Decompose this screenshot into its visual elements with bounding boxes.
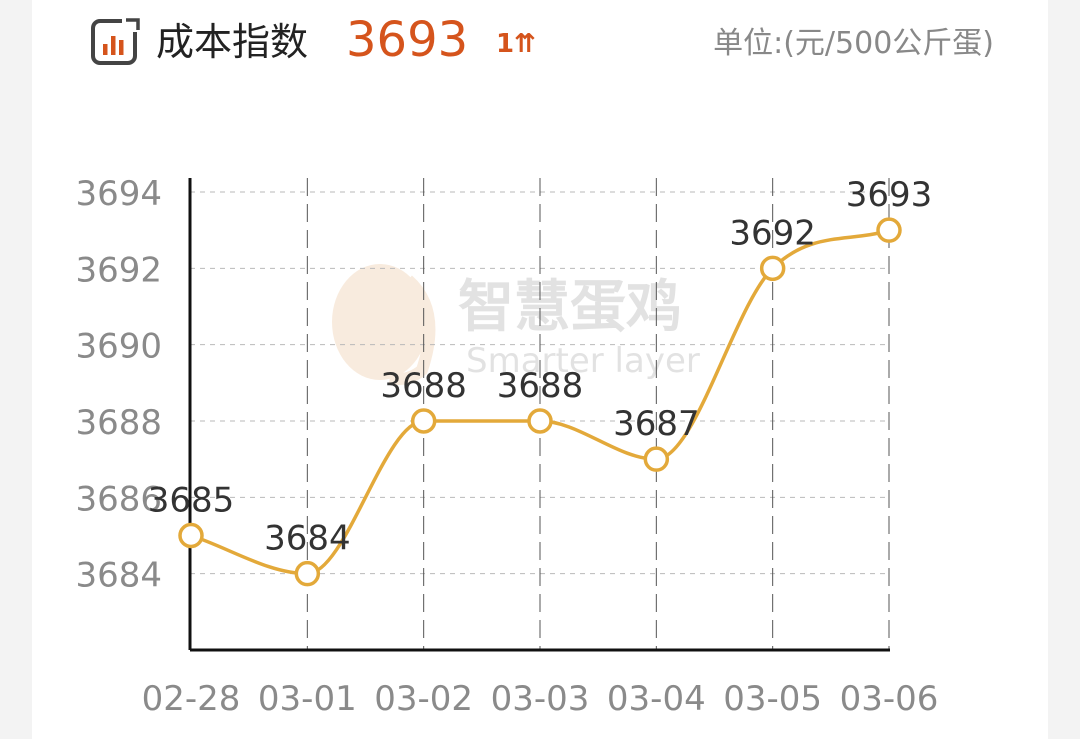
y-tick-label: 3692	[75, 250, 162, 290]
x-tick-label: 02-28	[142, 679, 241, 719]
data-label: 3693	[846, 175, 933, 215]
x-tick-label: 03-03	[491, 679, 590, 719]
data-point	[759, 255, 786, 282]
trend-up-icon: 1⇈	[496, 29, 536, 59]
unit-label: 单位:(元/500公斤蛋)	[713, 26, 994, 61]
data-point	[643, 446, 670, 472]
y-tick-label: 3686	[75, 479, 162, 519]
y-tick-label: 3694	[75, 174, 162, 214]
y-tick-label: 3684	[75, 556, 162, 596]
data-label: 3692	[729, 213, 816, 253]
data-point	[410, 408, 437, 434]
data-label: 3688	[497, 366, 584, 406]
x-tick-label: 03-02	[374, 679, 473, 719]
watermark: 智慧蛋鸡 Smarter layer	[332, 264, 700, 385]
x-tick-label: 03-06	[840, 679, 939, 719]
x-tick-label: 03-05	[723, 679, 822, 719]
data-point	[876, 217, 902, 243]
data-label: 3684	[264, 519, 351, 559]
data-point	[294, 560, 321, 587]
x-tick-label: 03-04	[607, 679, 706, 719]
watermark-tagline: Smarter layer	[466, 341, 700, 381]
page-title: 成本指数	[156, 20, 309, 64]
current-index-value: 3693	[346, 12, 469, 68]
data-label: 3685	[148, 481, 235, 521]
watermark-brand: 智慧蛋鸡	[458, 275, 682, 340]
data-point	[527, 408, 553, 434]
x-tick-label: 03-01	[258, 679, 357, 719]
bar-chart-icon	[91, 16, 140, 65]
data-label: 3687	[613, 404, 700, 444]
y-tick-label: 3688	[75, 403, 162, 443]
data-label: 3688	[380, 366, 467, 406]
data-point	[178, 522, 204, 549]
y-tick-label: 3690	[75, 327, 162, 367]
